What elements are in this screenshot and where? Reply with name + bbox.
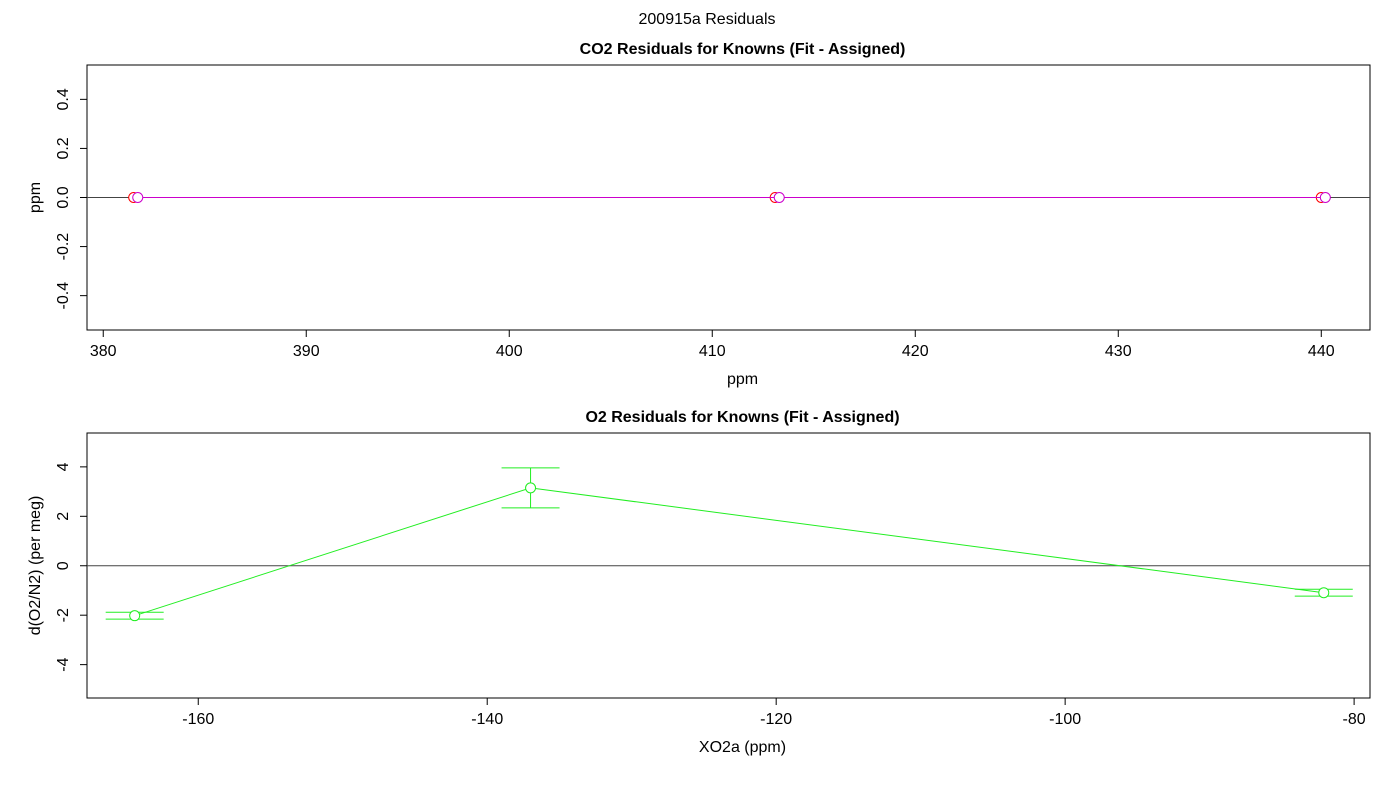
x-tick-label: 420: [902, 343, 929, 360]
chart-title: O2 Residuals for Knowns (Fit - Assigned): [585, 409, 899, 426]
point: [129, 610, 141, 622]
point: [1318, 587, 1330, 599]
x-tick-label: -100: [1049, 711, 1081, 728]
y-tick-label: 0.0: [55, 186, 72, 208]
point: [1319, 192, 1331, 203]
x-tick-label: 430: [1105, 343, 1132, 360]
y-axis-label: ppm: [27, 182, 44, 213]
x-tick-label: 380: [90, 343, 117, 360]
point: [132, 192, 144, 203]
x-tick-label: -140: [471, 711, 503, 728]
x-axis-label: ppm: [727, 371, 758, 388]
x-tick-label: 390: [293, 343, 320, 360]
x-tick-label: 410: [699, 343, 726, 360]
point: [525, 482, 537, 494]
x-tick-label: 440: [1308, 343, 1335, 360]
x-axis-label: XO2a (ppm): [699, 739, 786, 756]
y-tick-label: 0: [55, 561, 72, 570]
x-tick-label: -120: [760, 711, 792, 728]
series-line: [134, 487, 1324, 617]
y-tick-label: -0.2: [55, 233, 72, 261]
figure-title: 200915a Residuals: [639, 11, 776, 28]
y-tick-label: -2: [55, 608, 72, 622]
y-tick-label: -0.4: [55, 282, 72, 310]
y-axis-label: d(O2/N2) (per meg): [27, 496, 44, 636]
chart-title: CO2 Residuals for Knowns (Fit - Assigned…: [580, 41, 906, 58]
y-tick-label: -4: [55, 657, 72, 671]
y-tick-label: 0.4: [55, 88, 72, 110]
y-tick-label: 2: [55, 512, 72, 521]
y-tick-label: 4: [55, 462, 72, 471]
point: [773, 192, 785, 203]
x-tick-label: -160: [182, 711, 214, 728]
x-tick-label: -80: [1343, 711, 1366, 728]
y-tick-label: 0.2: [55, 137, 72, 159]
x-tick-label: 400: [496, 343, 523, 360]
